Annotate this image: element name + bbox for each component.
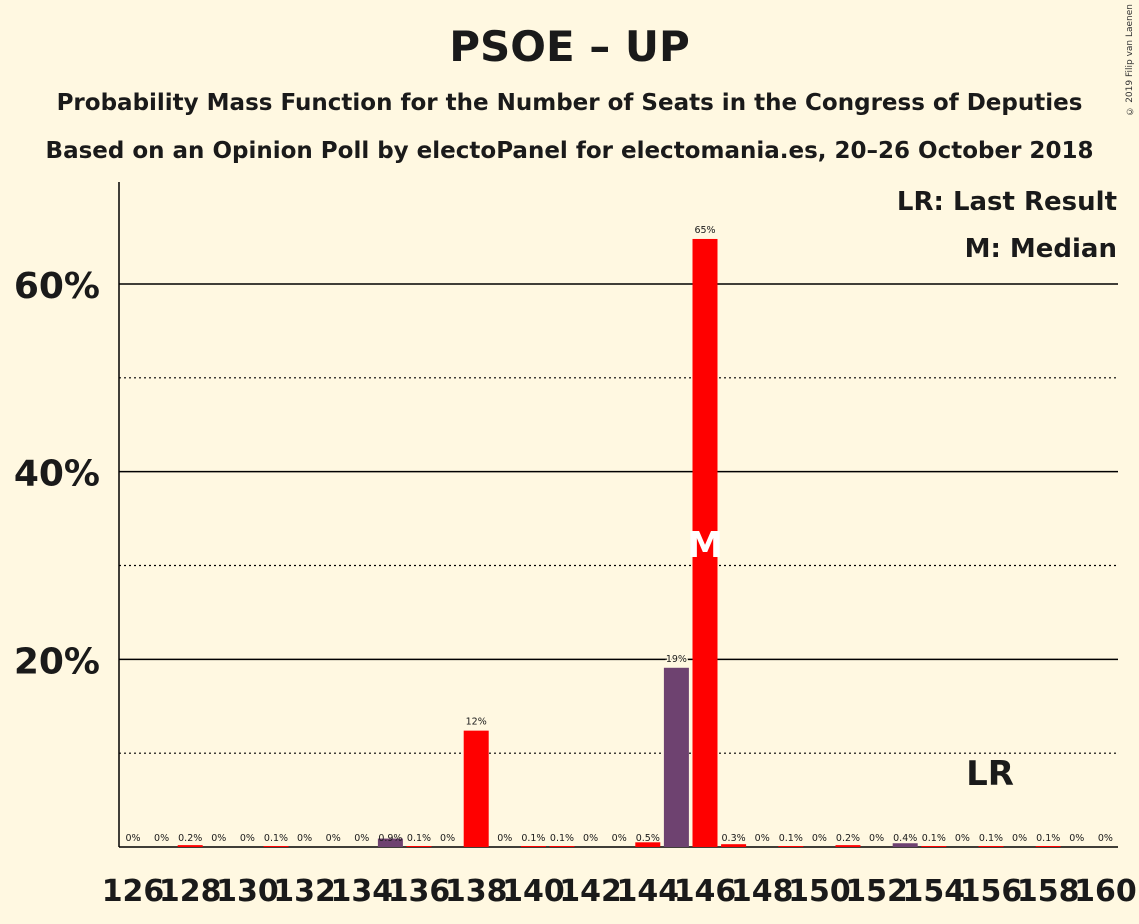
bar-value-label: 0.1% <box>521 833 545 844</box>
x-tick-label: 134 <box>330 874 393 909</box>
bar-value-label: 0.9% <box>378 833 402 844</box>
x-tick-label: 154 <box>902 874 965 909</box>
bar-seat-147 <box>721 844 747 847</box>
bar-value-label: 0% <box>812 833 827 844</box>
y-tick-label: 20% <box>14 641 100 682</box>
bar-seat-136 <box>406 846 432 847</box>
bar-value-label: 0.1% <box>264 833 288 844</box>
bar-value-label: 65% <box>694 225 715 236</box>
bar-seat-138 <box>463 730 489 847</box>
bar-seat-128 <box>177 845 203 847</box>
bar-value-label: 0% <box>154 833 169 844</box>
x-tick-label: 130 <box>216 874 279 909</box>
bar-value-label: 0.1% <box>1036 833 1060 844</box>
bar-value-label: 0.1% <box>550 833 574 844</box>
x-tick-label: 150 <box>788 874 851 909</box>
bar-value-label: 19% <box>666 654 687 665</box>
bar-value-label: 0% <box>612 833 627 844</box>
x-tick-label: 132 <box>273 874 336 909</box>
bar-value-label: 0% <box>1069 833 1084 844</box>
y-tick-label: 40% <box>14 454 100 495</box>
bar-seat-149 <box>778 846 804 847</box>
bar-value-label: 0% <box>869 833 884 844</box>
x-tick-label: 160 <box>1074 874 1137 909</box>
bar-value-label: 0.2% <box>836 833 860 844</box>
bar-seat-135 <box>377 838 403 847</box>
median-marker: M <box>687 525 723 566</box>
legend-last-result: LR: Last Result <box>897 187 1117 217</box>
bar-seat-151 <box>835 845 861 847</box>
bar-value-label: 0.1% <box>779 833 803 844</box>
bar-value-label: 0.1% <box>979 833 1003 844</box>
bar-seat-158 <box>1035 846 1061 847</box>
x-tick-label: 140 <box>502 874 565 909</box>
bar-value-label: 0% <box>1098 833 1113 844</box>
bar-value-label: 0% <box>354 833 369 844</box>
bar-seat-156 <box>978 846 1004 847</box>
x-tick-label: 126 <box>102 874 165 909</box>
bar-seat-131 <box>263 846 289 847</box>
chart-subtitle: Probability Mass Function for the Number… <box>56 90 1083 116</box>
chart-title: PSOE – UP <box>449 22 690 71</box>
bar-seat-153 <box>892 843 918 847</box>
bar-seat-154 <box>921 846 947 847</box>
x-tick-label: 148 <box>731 874 794 909</box>
bar-value-label: 0% <box>497 833 512 844</box>
bar-value-label: 0% <box>326 833 341 844</box>
x-tick-label: 136 <box>388 874 451 909</box>
bar-value-label: 0% <box>240 833 255 844</box>
bar-value-label: 0.3% <box>722 833 746 844</box>
bar-value-label: 0.5% <box>636 833 660 844</box>
x-tick-label: 138 <box>445 874 508 909</box>
x-tick-label: 156 <box>960 874 1023 909</box>
bar-value-label: 0% <box>211 833 226 844</box>
bar-seat-141 <box>549 846 575 847</box>
bar-value-label: 0% <box>1012 833 1027 844</box>
bar-value-label: 12% <box>466 717 487 728</box>
bar-value-label: 0.1% <box>407 833 431 844</box>
x-tick-label: 146 <box>674 874 737 909</box>
bar-seat-144 <box>635 842 661 847</box>
bar-seat-145 <box>663 667 689 847</box>
bar-seat-140 <box>520 846 546 847</box>
bar-value-label: 0% <box>125 833 140 844</box>
bar-value-label: 0% <box>297 833 312 844</box>
bar-value-label: 0.4% <box>893 833 917 844</box>
x-tick-label: 158 <box>1017 874 1080 909</box>
x-tick-label: 142 <box>559 874 622 909</box>
legend-median: M: Median <box>965 234 1117 264</box>
bar-value-label: 0% <box>955 833 970 844</box>
bar-value-label: 0% <box>583 833 598 844</box>
y-tick-label: 60% <box>14 266 100 307</box>
chart-subtitle-source: Based on an Opinion Poll by electoPanel … <box>45 138 1094 164</box>
last-result-marker: LR <box>966 754 1014 794</box>
bar-seat-146 <box>692 238 718 847</box>
bar-value-label: 0% <box>440 833 455 844</box>
bar-value-label: 0.1% <box>922 833 946 844</box>
bar-value-label: 0% <box>755 833 770 844</box>
x-tick-label: 152 <box>845 874 908 909</box>
x-tick-label: 144 <box>616 874 679 909</box>
x-tick-label: 128 <box>159 874 222 909</box>
bar-value-label: 0.2% <box>178 833 202 844</box>
